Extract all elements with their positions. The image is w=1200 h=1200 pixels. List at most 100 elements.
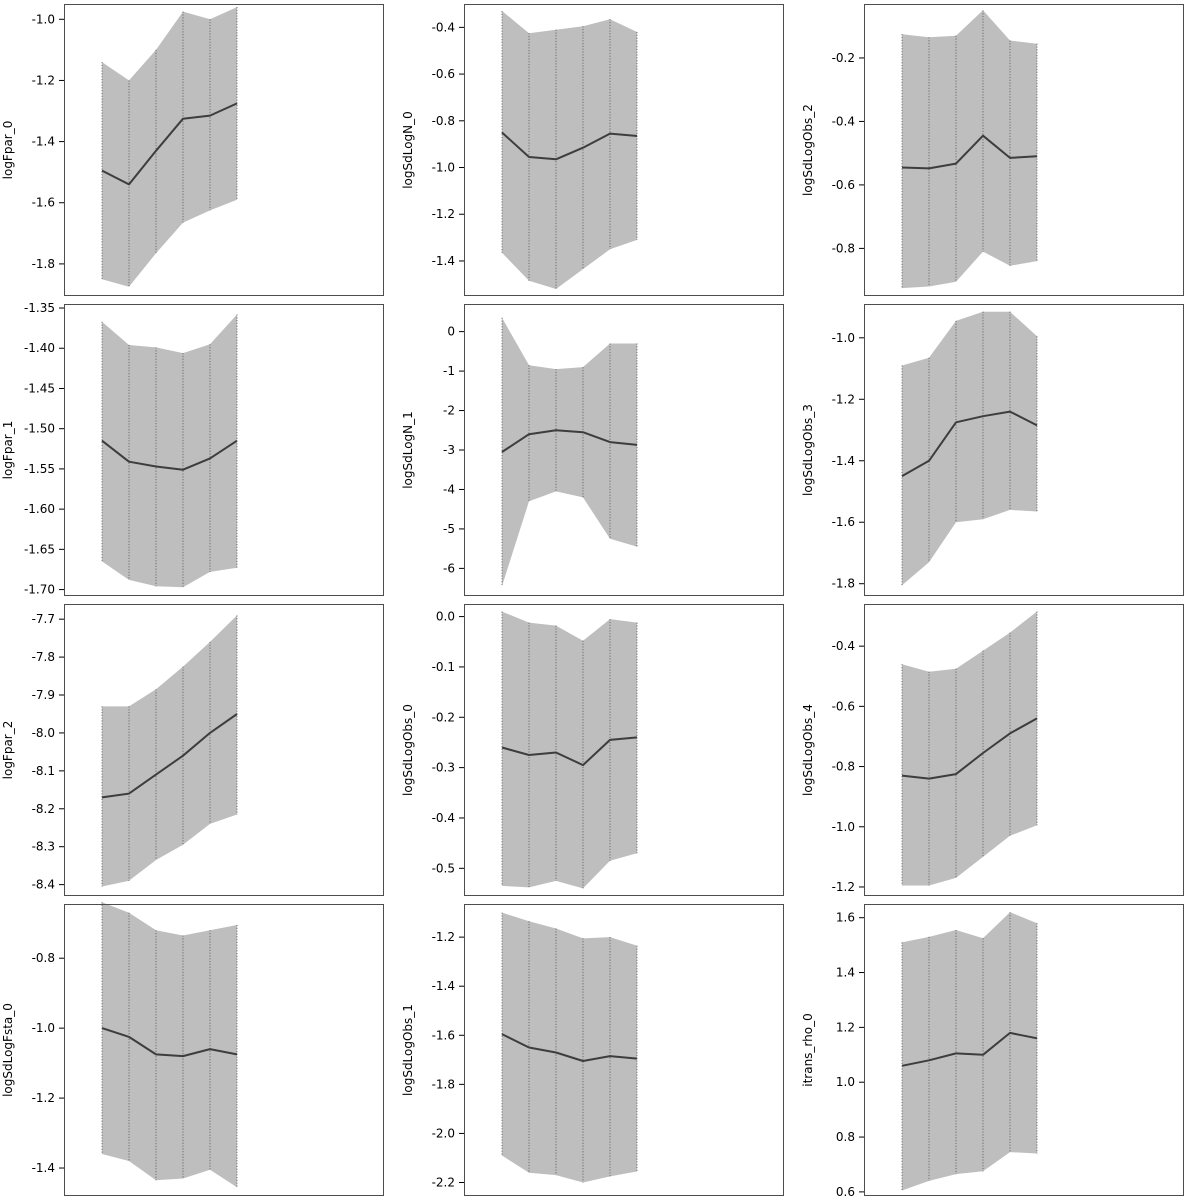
panel-logSdLogObs_1: -1.2 -1.4 -1.6 -1.8 -2.0 -2.2 logSdLogObs_1 bbox=[401, 904, 784, 1196]
plot-frame bbox=[64, 4, 384, 296]
y-axis-label: logSdLogObs_0 bbox=[401, 704, 415, 796]
y-tick-label: -0.4 bbox=[432, 811, 455, 825]
y-tick-label: -8.0 bbox=[32, 726, 55, 740]
y-tick-label: -1.65 bbox=[24, 542, 55, 556]
plot-frame bbox=[64, 904, 384, 1196]
confidence-band bbox=[102, 615, 237, 887]
y-tick-label: -5 bbox=[443, 522, 455, 536]
y-tick-label: -8.4 bbox=[32, 878, 55, 892]
y-tick-label: -0.8 bbox=[432, 114, 455, 128]
y-tick-label: -1.2 bbox=[432, 930, 455, 944]
y-tick-label: -1.4 bbox=[32, 135, 55, 149]
mean-line bbox=[501, 1033, 638, 1062]
y-tick-label: -1.0 bbox=[32, 1021, 55, 1035]
y-axis-label: logSdLogObs_1 bbox=[401, 1004, 415, 1096]
plot-frame bbox=[464, 4, 784, 296]
plot-frame bbox=[864, 904, 1184, 1196]
confidence-band bbox=[902, 611, 1037, 886]
y-axis-label: itrans_rho_0 bbox=[801, 1013, 815, 1087]
y-axis-label: logFpar_1 bbox=[1, 421, 15, 480]
y-tick-label: -0.3 bbox=[432, 761, 455, 775]
y-axis-label: logSdLogObs_2 bbox=[801, 104, 815, 196]
y-tick-label: 1.0 bbox=[836, 1075, 855, 1089]
confidence-band bbox=[102, 902, 237, 1188]
mean-line bbox=[101, 102, 238, 186]
y-tick-label: 1.2 bbox=[836, 1020, 855, 1034]
y-tick-label: -7.9 bbox=[32, 688, 55, 702]
confidence-band bbox=[102, 7, 237, 287]
plot-frame bbox=[464, 904, 784, 1196]
y-tick-label: -1.0 bbox=[32, 12, 55, 26]
mean-line bbox=[501, 429, 638, 453]
y-tick-label: -0.8 bbox=[832, 760, 855, 774]
y-tick-label: -4 bbox=[443, 482, 455, 496]
y-tick-label: -1.2 bbox=[832, 392, 855, 406]
y-tick-label: -1.35 bbox=[24, 301, 55, 315]
y-tick-label: -1.50 bbox=[24, 422, 55, 436]
plot-frame bbox=[864, 304, 1184, 596]
y-tick-label: -1.8 bbox=[432, 1077, 455, 1091]
y-tick-label: -1.0 bbox=[432, 161, 455, 175]
y-tick-label: -1.8 bbox=[832, 577, 855, 591]
y-tick-label: -1.0 bbox=[832, 820, 855, 834]
y-axis-label: logSdLogFsta_0 bbox=[1, 1003, 15, 1097]
confidence-band bbox=[502, 317, 637, 587]
plot-frame bbox=[864, 604, 1184, 896]
y-tick-label: -1.40 bbox=[24, 341, 55, 355]
y-tick-label: -1.4 bbox=[432, 979, 455, 993]
mean-line bbox=[901, 134, 1038, 170]
y-tick-label: -2.0 bbox=[432, 1126, 455, 1140]
panel-logSdLogFsta_0: -0.8 -1.0 -1.2 -1.4 logSdLogFsta_0 bbox=[1, 902, 384, 1196]
panel-logFpar_2: -7.7 -7.8 -7.9 -8.0 -8.1 -8.2 -8.3 -8.4 logFpar_… bbox=[1, 604, 384, 896]
y-tick-label: 0.8 bbox=[836, 1130, 855, 1144]
mean-line bbox=[901, 1031, 1038, 1067]
y-tick-label: -1.0 bbox=[832, 331, 855, 345]
panel-logSdLogN_0: -0.4 -0.6 -0.8 -1.0 -1.2 -1.4 logSdLogN_0 bbox=[401, 4, 784, 296]
y-tick-label: 0 bbox=[447, 325, 455, 339]
mean-line bbox=[101, 439, 238, 471]
y-tick-label: -1.2 bbox=[32, 73, 55, 87]
y-tick-label: -2 bbox=[443, 404, 455, 418]
confidence-band bbox=[502, 11, 637, 289]
panel-logFpar_1: -1.35 -1.40 -1.45 -1.50 -1.55 -1.60 -1.65 -1.70… bbox=[1, 301, 384, 597]
panel-logSdLogObs_0: 0.0 -0.1 -0.2 -0.3 -0.4 -0.5 logSdLogObs_0 bbox=[401, 604, 784, 896]
y-tick-label: -1.4 bbox=[432, 254, 455, 268]
y-tick-label: -1.2 bbox=[32, 1091, 55, 1105]
y-tick-label: -1.6 bbox=[432, 1028, 455, 1042]
y-tick-label: -1.6 bbox=[32, 196, 55, 210]
y-tick-label: -6 bbox=[443, 561, 455, 575]
y-tick-label: -1.4 bbox=[32, 1161, 55, 1175]
panel-itrans_rho_0: 0.6 0.8 1.0 1.2 1.4 1.6 itrans_rho_0 bbox=[801, 904, 1184, 1199]
confidence-band bbox=[502, 611, 637, 889]
y-tick-label: -8.3 bbox=[32, 840, 55, 854]
y-tick-label: -8.1 bbox=[32, 764, 55, 778]
panel-logSdLogObs_4: -0.4 -0.6 -0.8 -1.0 -1.2 logSdLogObs_4 bbox=[801, 604, 1184, 896]
y-axis-label: logSdLogN_0 bbox=[401, 111, 415, 189]
y-tick-label: -0.2 bbox=[832, 51, 855, 65]
y-tick-label: 1.6 bbox=[836, 911, 855, 925]
y-tick-label: -8.2 bbox=[32, 802, 55, 816]
y-axis-label: logSdLogObs_4 bbox=[801, 704, 815, 796]
y-tick-label: -0.8 bbox=[832, 241, 855, 255]
y-tick-label: -7.8 bbox=[32, 650, 55, 664]
y-tick-label: -0.1 bbox=[432, 660, 455, 674]
y-tick-label: -0.4 bbox=[832, 114, 855, 128]
confidence-band bbox=[102, 314, 237, 588]
y-tick-label: -0.6 bbox=[432, 67, 455, 81]
plot-frame bbox=[64, 304, 384, 596]
mean-line bbox=[901, 717, 1038, 780]
plot-frame bbox=[464, 604, 784, 896]
y-axis-label: logSdLogN_1 bbox=[401, 411, 415, 489]
confidence-band bbox=[902, 311, 1037, 586]
y-tick-label: -0.8 bbox=[32, 951, 55, 965]
y-tick-label: -0.2 bbox=[432, 710, 455, 724]
y-tick-label: -1.2 bbox=[832, 880, 855, 894]
y-tick-label: -0.5 bbox=[432, 861, 455, 875]
y-tick-label: -0.6 bbox=[832, 178, 855, 192]
y-tick-label: -0.4 bbox=[432, 20, 455, 34]
y-tick-label: -0.4 bbox=[832, 639, 855, 653]
y-tick-label: -1.4 bbox=[832, 454, 855, 468]
plot-frame bbox=[64, 604, 384, 896]
y-tick-label: 0.6 bbox=[836, 1185, 855, 1199]
plot-frame bbox=[464, 304, 784, 596]
